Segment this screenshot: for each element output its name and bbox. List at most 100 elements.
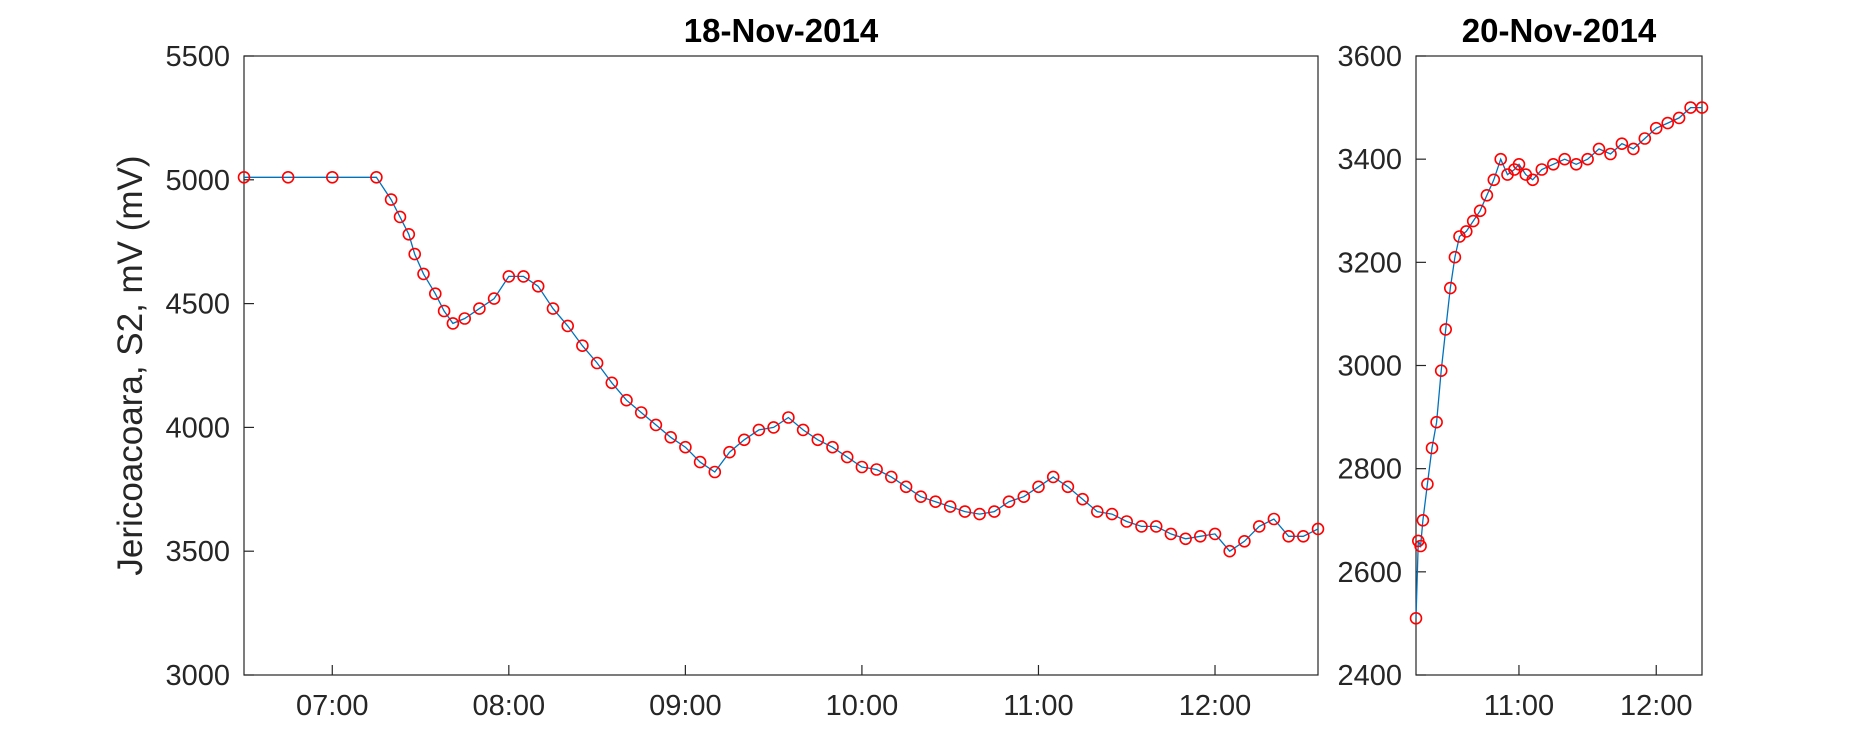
data-point bbox=[649, 418, 663, 432]
data-point bbox=[1194, 529, 1207, 543]
data-point bbox=[487, 292, 501, 305]
data-point bbox=[473, 302, 486, 315]
data-point bbox=[384, 193, 398, 206]
data-point bbox=[1473, 204, 1487, 218]
data-point bbox=[531, 279, 545, 293]
data-point bbox=[437, 304, 451, 318]
chart-panel-20-nov: 2400 2600 2800 3000 3200 3400 3600 11:00 12:00 20… bbox=[1337, 12, 1709, 722]
data-point bbox=[1661, 116, 1674, 130]
data-point bbox=[973, 507, 986, 521]
data-point bbox=[1149, 520, 1163, 533]
data-point bbox=[1017, 490, 1031, 504]
y-tick-label: 4000 bbox=[165, 412, 230, 444]
data-point bbox=[1512, 158, 1526, 171]
data-point bbox=[237, 171, 251, 184]
data-point bbox=[723, 445, 736, 459]
data-point bbox=[1439, 323, 1452, 336]
x-tick-label: 07:00 bbox=[296, 690, 369, 722]
data-point bbox=[1238, 534, 1251, 548]
data-point bbox=[517, 270, 530, 283]
data-point bbox=[1421, 477, 1434, 491]
data-point bbox=[620, 393, 633, 407]
data-point bbox=[1448, 250, 1462, 264]
data-point bbox=[693, 455, 707, 469]
data-point bbox=[1494, 152, 1507, 166]
data-point bbox=[767, 421, 780, 434]
y-tick-label: 3600 bbox=[1337, 41, 1402, 73]
data-point bbox=[1444, 281, 1457, 295]
data-point bbox=[1526, 173, 1539, 187]
data-point bbox=[826, 440, 839, 454]
data-point bbox=[737, 433, 751, 447]
data-point bbox=[1414, 539, 1427, 553]
data-point bbox=[1604, 147, 1617, 161]
data-point bbox=[1638, 132, 1652, 145]
y-tick-label: 5500 bbox=[165, 41, 230, 73]
data-point bbox=[899, 480, 913, 494]
data-point bbox=[1569, 158, 1583, 171]
data-point bbox=[796, 423, 810, 437]
data-point bbox=[1487, 173, 1501, 187]
data-point bbox=[1409, 611, 1423, 625]
data-point bbox=[1460, 225, 1473, 238]
data-point bbox=[502, 270, 516, 283]
y-tick-label: 3200 bbox=[1337, 247, 1402, 279]
data-point bbox=[546, 302, 560, 315]
data-point bbox=[458, 312, 472, 325]
data-point bbox=[840, 450, 854, 464]
data-point bbox=[634, 406, 648, 419]
x-tick-label: 09:00 bbox=[649, 690, 722, 722]
data-point bbox=[1430, 415, 1443, 429]
series-line bbox=[244, 176, 1319, 553]
y-tick-label: 2800 bbox=[1337, 454, 1402, 486]
data-point bbox=[1032, 480, 1045, 494]
data-point bbox=[446, 317, 460, 330]
x-tick-label: 12:00 bbox=[1620, 690, 1693, 722]
axes-box bbox=[1415, 55, 1703, 676]
data-point bbox=[1120, 515, 1133, 528]
data-point bbox=[664, 430, 678, 444]
data-point bbox=[1416, 513, 1430, 527]
data-point bbox=[987, 505, 1001, 518]
data-point bbox=[929, 495, 942, 509]
data-point bbox=[1649, 121, 1663, 135]
data-point bbox=[1179, 532, 1192, 546]
data-point bbox=[1535, 163, 1549, 176]
data-point bbox=[1581, 152, 1594, 166]
data-point bbox=[958, 505, 972, 518]
data-point bbox=[1252, 520, 1266, 533]
data-point bbox=[1076, 492, 1089, 506]
data-point bbox=[393, 210, 407, 224]
data-point bbox=[417, 267, 430, 281]
x-tick-label: 11:00 bbox=[1484, 690, 1554, 722]
x-tick-label: 11:00 bbox=[1003, 690, 1073, 722]
data-point bbox=[870, 463, 883, 476]
series-line bbox=[1415, 106, 1702, 619]
data-point bbox=[1672, 111, 1686, 125]
y-tick-label: 2600 bbox=[1337, 557, 1402, 589]
y-tick-label: 3400 bbox=[1337, 144, 1402, 176]
data-point bbox=[1558, 152, 1571, 166]
data-point bbox=[1434, 364, 1448, 378]
data-point bbox=[1425, 441, 1439, 455]
data-point bbox=[1002, 495, 1016, 509]
x-tick-label: 10:00 bbox=[826, 690, 899, 722]
axes-box bbox=[243, 55, 1319, 676]
data-point bbox=[1046, 470, 1060, 484]
y-tick-label: 4500 bbox=[165, 289, 230, 321]
data-point bbox=[402, 228, 416, 241]
data-point bbox=[1282, 529, 1295, 543]
data-point bbox=[576, 339, 589, 353]
data-point bbox=[1091, 505, 1104, 518]
data-point bbox=[1311, 522, 1325, 536]
data-point bbox=[1627, 142, 1640, 156]
data-point bbox=[408, 247, 422, 261]
data-point bbox=[914, 490, 928, 504]
data-point bbox=[679, 440, 692, 454]
data-point bbox=[590, 356, 604, 370]
data-point bbox=[1267, 512, 1281, 526]
data-point bbox=[943, 500, 957, 513]
data-point bbox=[1208, 527, 1222, 541]
data-point bbox=[1164, 527, 1178, 541]
data-point bbox=[1615, 137, 1629, 150]
